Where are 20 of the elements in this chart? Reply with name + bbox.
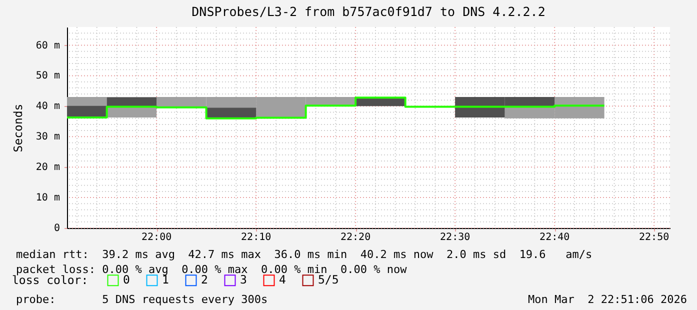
y-tick-label: 40 m bbox=[36, 101, 60, 112]
y-tick-label: 50 m bbox=[36, 70, 60, 82]
y-tick-label: 30 m bbox=[36, 132, 60, 143]
y-tick-label: 20 m bbox=[36, 162, 60, 174]
y-tick-label: 60 m bbox=[36, 40, 60, 52]
text: Mon Mar 2 22:51:06 2026 bbox=[528, 293, 687, 307]
y-tick-label: 0 bbox=[54, 223, 60, 234]
x-tick-label: 22:40 bbox=[540, 232, 570, 243]
y-tick-label: 10 m bbox=[36, 192, 60, 204]
chart-title: DNSProbes/L3-2 from b757ac0f91d7 to DNS 4.2.2.2 bbox=[192, 4, 546, 19]
x-tick-label: 22:20 bbox=[340, 232, 371, 243]
x-tick-label: 22:30 bbox=[440, 232, 470, 243]
text: median rtt: 39.2 ms avg 42.7 ms max 36.0 ms min 40.2 ms now 2.0 ms sd 19.6 am/s bbox=[16, 248, 592, 262]
bar bbox=[106, 97, 157, 106]
text: probe: 5 DNS requests every 300s bbox=[16, 293, 268, 307]
x-tick-label: 22:50 bbox=[639, 232, 670, 243]
x-tick-label: 22:10 bbox=[241, 232, 272, 243]
y-axis-title: Seconds bbox=[11, 104, 25, 152]
bar bbox=[356, 98, 406, 106]
x-tick-label: 22:00 bbox=[142, 232, 172, 243]
